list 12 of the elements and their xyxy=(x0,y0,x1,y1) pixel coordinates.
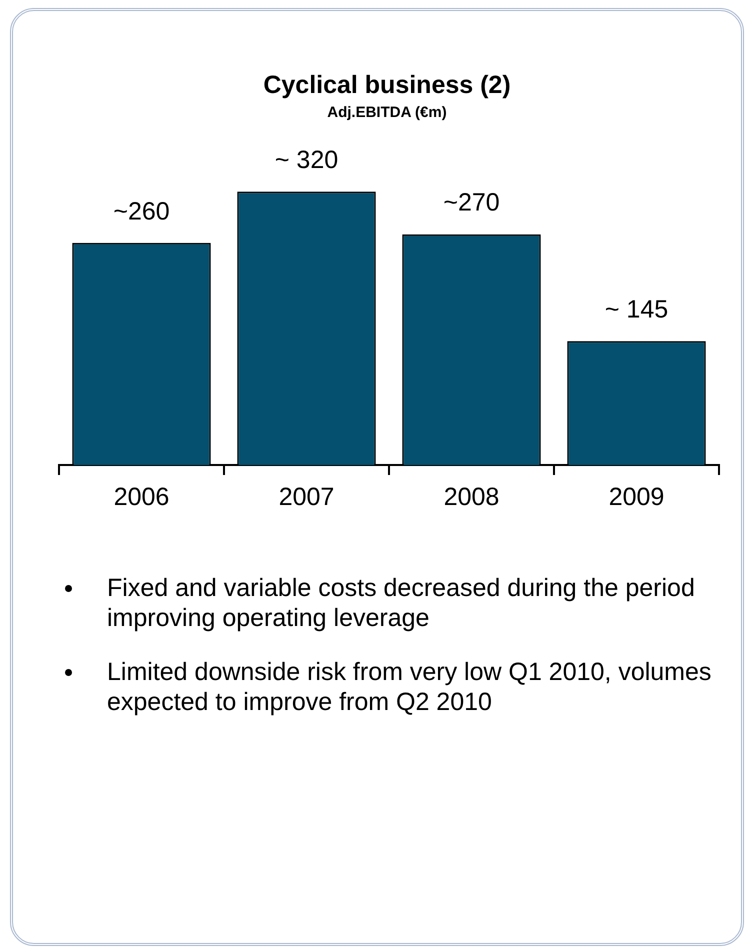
data-label: ~270 xyxy=(443,188,500,217)
data-label: ~260 xyxy=(113,197,170,226)
chart-title: Cyclical business (2) xyxy=(262,71,512,100)
data-label: ~ 145 xyxy=(604,296,668,324)
x-tick-label: 2008 xyxy=(444,482,500,511)
text: Fixed and variable costs decreased during the period improving operating leverage xyxy=(107,574,695,632)
x-tick-label: 2009 xyxy=(608,482,664,511)
x-tick-label: 2006 xyxy=(114,482,170,511)
text: Limited downside risk from very low Q1 2010, volumes expected to improve from Q2 2010 xyxy=(107,658,712,716)
data-label: ~ 320 xyxy=(274,146,338,174)
x-tick-label: 2007 xyxy=(278,482,334,511)
chart-subtitle: Adj.EBITDA (€m) xyxy=(326,104,448,121)
